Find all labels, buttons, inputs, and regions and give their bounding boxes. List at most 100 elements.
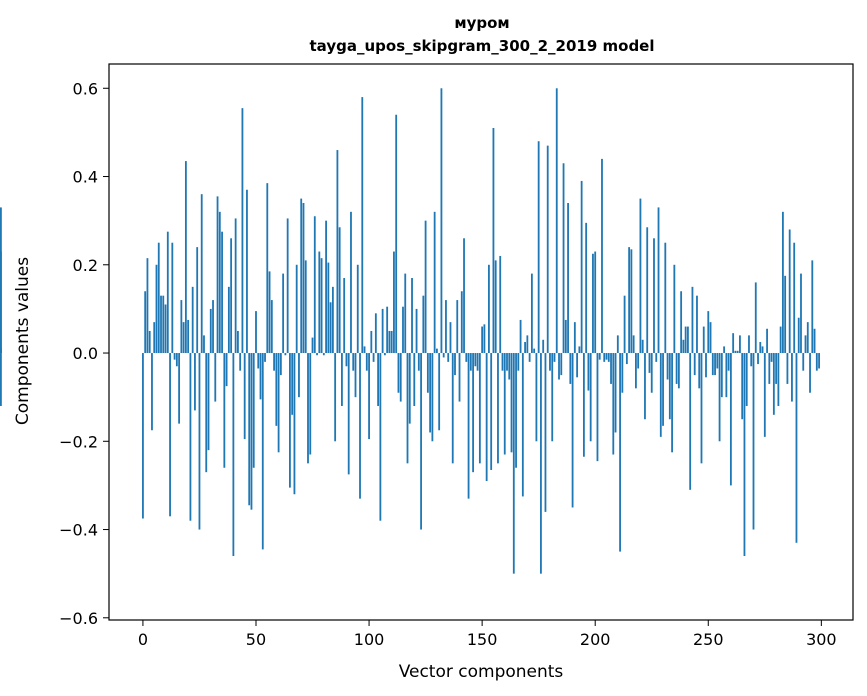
bar-282 <box>779 326 782 354</box>
bar-96 <box>359 353 361 499</box>
bar-250 <box>707 311 710 354</box>
bar-35 <box>221 231 223 354</box>
bar-23 <box>194 353 196 411</box>
bar-6 <box>155 264 158 354</box>
bar-160 <box>503 353 506 455</box>
bar-276 <box>766 328 768 354</box>
bar-31 <box>212 300 214 354</box>
bar-107 <box>383 353 386 356</box>
bar-154 <box>490 353 493 470</box>
bar-undefined <box>0 251 2 354</box>
bar-197 <box>587 353 590 391</box>
bar-204 <box>603 353 606 362</box>
bar-162 <box>508 353 511 380</box>
bar-75 <box>311 337 314 354</box>
bar-248 <box>702 326 705 354</box>
x-tick-label: 250 <box>693 630 724 649</box>
bar-63 <box>284 353 287 356</box>
bar-234 <box>671 353 673 453</box>
bar-168 <box>521 353 524 497</box>
bar-249 <box>705 353 707 378</box>
bar-209 <box>614 353 617 433</box>
bar-5 <box>153 322 156 354</box>
bar-104 <box>377 353 380 406</box>
bar-207 <box>610 353 612 384</box>
bar-17 <box>180 300 183 354</box>
bar-51 <box>257 353 260 369</box>
bar-131 <box>438 353 441 431</box>
bar-97 <box>361 97 364 354</box>
bar-295 <box>809 353 811 393</box>
bar-240 <box>684 326 687 354</box>
bar-36 <box>223 353 226 468</box>
bar-205 <box>605 353 608 360</box>
bar-239 <box>682 339 685 354</box>
y-tick-label: 0.0 <box>73 344 98 363</box>
bar-69 <box>298 353 300 398</box>
bar-113 <box>397 353 400 393</box>
bar-265 <box>741 353 744 420</box>
bar-73 <box>307 353 309 464</box>
bar-183 <box>555 88 558 354</box>
bar-49 <box>252 353 255 468</box>
bar-245 <box>696 295 698 354</box>
bar-212 <box>621 353 624 393</box>
bar-2 <box>146 258 149 354</box>
bar-170 <box>526 335 529 354</box>
bar-169 <box>524 342 526 354</box>
bar-151 <box>483 324 486 354</box>
bar-294 <box>806 322 809 354</box>
bar-218 <box>635 353 637 389</box>
bar-26 <box>200 194 203 354</box>
bar-284 <box>784 275 787 354</box>
bar-167 <box>519 319 522 354</box>
bar-290 <box>797 317 800 354</box>
bar-270 <box>752 353 755 530</box>
bar-55 <box>266 183 269 354</box>
bar-253 <box>714 353 716 376</box>
bar-196 <box>585 222 588 354</box>
bar-47 <box>248 353 251 506</box>
bar-298 <box>815 353 818 371</box>
bar-68 <box>295 264 298 354</box>
bar-30 <box>209 308 212 354</box>
bar-198 <box>589 353 592 442</box>
bar-91 <box>347 353 350 475</box>
bar-121 <box>415 308 418 354</box>
bar-272 <box>757 353 759 365</box>
bar-153 <box>488 264 490 354</box>
bar-191 <box>573 322 576 354</box>
bar-66 <box>291 353 294 415</box>
bar-216 <box>630 249 633 354</box>
bar-143 <box>465 353 468 362</box>
bar-105 <box>379 353 382 521</box>
bar-27 <box>203 335 205 354</box>
bar-118 <box>408 353 411 424</box>
bar-235 <box>673 264 676 354</box>
bar-92 <box>350 211 352 354</box>
bar-227 <box>655 353 658 362</box>
chart-subtitle: tayga_upos_skipgram_300_2_2019 model <box>310 37 655 55</box>
bar-44 <box>241 108 244 354</box>
bar-80 <box>322 353 325 356</box>
bar-164 <box>512 353 515 574</box>
chart-title: муром <box>454 14 509 32</box>
bar-37 <box>225 353 228 387</box>
bar-120 <box>413 353 416 406</box>
bar-236 <box>675 353 678 384</box>
bar-224 <box>648 353 651 373</box>
bar-188 <box>567 203 569 354</box>
bar-214 <box>625 353 628 365</box>
bars-layer <box>0 88 820 574</box>
bar-186 <box>562 163 565 354</box>
bar-292 <box>802 353 805 371</box>
bar-269 <box>750 353 753 367</box>
bar-21 <box>189 353 192 521</box>
bar-109 <box>388 330 391 354</box>
bar-19 <box>184 161 187 354</box>
bar-157 <box>497 353 499 464</box>
bar-124 <box>422 295 425 354</box>
bar-172 <box>530 273 533 354</box>
bar-273 <box>759 342 762 354</box>
bar-70 <box>300 198 303 354</box>
